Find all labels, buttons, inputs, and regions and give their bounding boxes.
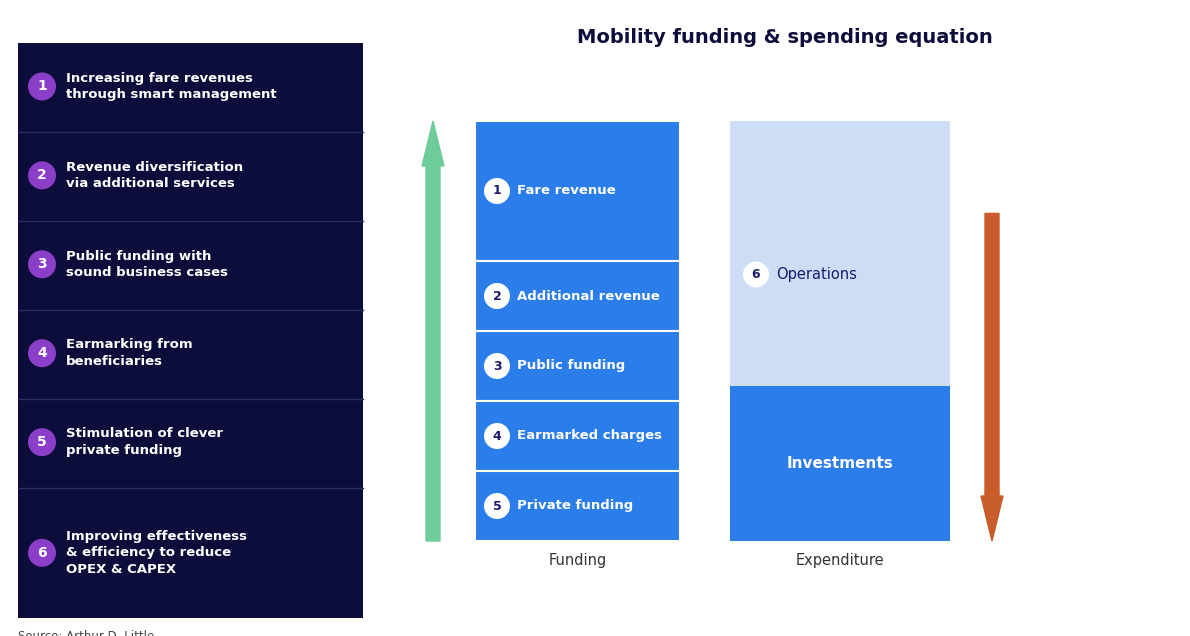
Bar — [18, 43, 363, 618]
Bar — [475, 121, 679, 261]
Text: Earmarking from
beneficiaries: Earmarking from beneficiaries — [65, 338, 193, 368]
Text: 1: 1 — [493, 184, 501, 198]
Bar — [475, 261, 679, 331]
Circle shape — [484, 353, 511, 379]
Text: Additional revenue: Additional revenue — [516, 289, 659, 303]
Text: 2: 2 — [493, 289, 501, 303]
Circle shape — [29, 428, 56, 456]
Text: 6: 6 — [37, 546, 46, 560]
Text: Stimulation of clever
private funding: Stimulation of clever private funding — [65, 427, 223, 457]
Polygon shape — [422, 121, 444, 541]
Bar — [475, 471, 679, 541]
Bar — [475, 401, 679, 471]
Text: Fare revenue: Fare revenue — [516, 184, 615, 198]
Text: 5: 5 — [37, 435, 46, 449]
Text: 5: 5 — [493, 499, 501, 513]
Text: Earmarked charges: Earmarked charges — [516, 429, 662, 443]
Text: Investments: Investments — [787, 456, 894, 471]
Text: Public funding with
sound business cases: Public funding with sound business cases — [65, 249, 228, 279]
Text: 4: 4 — [493, 429, 501, 443]
Bar — [729, 385, 950, 541]
Text: Improving effectiveness
& efficiency to reduce
OPEX & CAPEX: Improving effectiveness & efficiency to … — [65, 530, 248, 576]
Circle shape — [484, 283, 511, 309]
Circle shape — [29, 73, 56, 100]
Polygon shape — [981, 214, 1003, 541]
Text: Funding: Funding — [549, 553, 607, 568]
Bar — [475, 331, 679, 401]
Text: 6: 6 — [752, 268, 760, 281]
Text: 2: 2 — [37, 169, 46, 183]
Circle shape — [484, 493, 511, 519]
Text: 4: 4 — [37, 346, 46, 360]
Text: Private funding: Private funding — [516, 499, 633, 513]
Circle shape — [29, 539, 56, 567]
Text: Increasing fare revenues
through smart management: Increasing fare revenues through smart m… — [65, 72, 276, 101]
Text: Mobility funding & spending equation: Mobility funding & spending equation — [577, 28, 992, 47]
Text: Revenue diversification
via additional services: Revenue diversification via additional s… — [65, 161, 243, 190]
Text: Operations: Operations — [776, 267, 857, 282]
Text: 3: 3 — [493, 359, 501, 373]
Circle shape — [484, 423, 511, 449]
Circle shape — [484, 178, 511, 204]
Bar — [729, 121, 950, 385]
Circle shape — [29, 339, 56, 367]
Text: Source: Arthur D. Little: Source: Arthur D. Little — [18, 630, 155, 636]
Circle shape — [29, 162, 56, 190]
Circle shape — [29, 251, 56, 279]
Text: 1: 1 — [37, 80, 46, 93]
Circle shape — [743, 261, 769, 287]
Text: 3: 3 — [37, 258, 46, 272]
Text: Expenditure: Expenditure — [796, 553, 884, 568]
Text: Public funding: Public funding — [516, 359, 625, 373]
